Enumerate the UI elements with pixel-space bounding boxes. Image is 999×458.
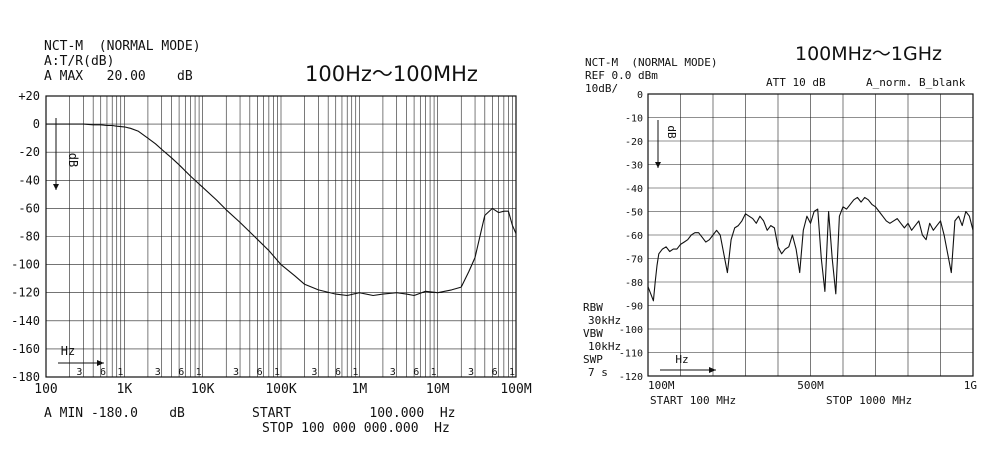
left-minor-tick-label: 6 xyxy=(492,367,498,378)
left-x-tick-label: 10K xyxy=(191,382,215,397)
left-y-tick-label: -180 xyxy=(11,370,40,384)
right-plot-frame xyxy=(647,93,974,377)
right-y-tick-label: -120 xyxy=(619,372,643,383)
left-minor-tick-label: 1 xyxy=(431,367,437,378)
right-range-label: 100MHz～1GHz xyxy=(795,43,942,65)
left-series-trace xyxy=(46,123,517,297)
left-header-line-3: A MAX 20.00 dB xyxy=(44,69,193,84)
left-footer-start: START 100.000 Hz xyxy=(252,406,456,421)
left-y-tick-label: -160 xyxy=(11,342,40,356)
left-minor-tick-label: 6 xyxy=(178,367,184,378)
left-y-tick-label: +20 xyxy=(18,89,40,103)
left-y-tick-label: -120 xyxy=(11,286,40,300)
right-x-tick-label: 100M xyxy=(648,379,675,392)
right-y-tick-label: -50 xyxy=(625,208,643,219)
right-y-tick-label: -90 xyxy=(625,302,643,313)
right-att-label: ATT 10 dB xyxy=(766,76,826,89)
left-footer-stop: STOP 100 000 000.000 Hz xyxy=(262,421,450,436)
right-y-tick-label: -40 xyxy=(625,184,643,195)
left-minor-tick-label: 6 xyxy=(413,367,419,378)
right-y-tick-label: -80 xyxy=(625,278,643,289)
left-minor-tick-label: 6 xyxy=(257,367,263,378)
right-x-axis-label: Hz xyxy=(675,353,688,366)
left-x-tick-label: 100 xyxy=(34,382,57,397)
left-header-line-2: A:T/R(dB) xyxy=(44,54,115,69)
right-series-trace xyxy=(647,196,974,302)
right-y-tick-label: -60 xyxy=(625,231,643,242)
right-y-axis-arrow xyxy=(655,120,661,168)
left-minor-tick-label: 3 xyxy=(468,367,474,378)
left-x-tick-label: 100M xyxy=(500,382,531,397)
right-rbw-value: 30kHz xyxy=(588,314,622,327)
left-y-tick-label: -60 xyxy=(18,201,40,215)
left-x-tick-label: 1K xyxy=(117,382,133,397)
right-header-line-1: NCT-M (NORMAL MODE) xyxy=(585,56,718,69)
left-minor-tick-label: 1 xyxy=(196,367,202,378)
right-y-tick-label: -100 xyxy=(619,325,643,336)
right-y-tick-label: -10 xyxy=(625,114,643,125)
right-y-axis-label: dB xyxy=(665,125,678,139)
left-y-tick-label: -140 xyxy=(11,314,40,328)
left-minor-tick-label: 1 xyxy=(117,367,123,378)
left-y-axis-arrow xyxy=(53,118,59,190)
right-y-tick-label: -20 xyxy=(625,137,643,148)
left-minor-tick-label: 3 xyxy=(155,367,161,378)
right-x-axis-arrow xyxy=(660,367,716,373)
right-vbw-label: VBW xyxy=(583,327,603,340)
left-minor-tick-label: 3 xyxy=(390,367,396,378)
right-x-tick-label: 1G xyxy=(964,379,977,392)
left-minor-tick-label: 1 xyxy=(352,367,358,378)
left-y-tick-label: 0 xyxy=(33,117,40,131)
right-y-tick-label: -30 xyxy=(625,161,643,172)
left-minor-tick-label: 6 xyxy=(335,367,341,378)
left-y-axis-label: dB xyxy=(66,153,80,167)
right-vbw-value: 10kHz xyxy=(588,340,622,353)
left-minor-tick-label: 1 xyxy=(509,367,515,378)
left-minor-tick-label: 1 xyxy=(274,367,280,378)
right-header-line-2: REF 0.0 dBm xyxy=(585,69,658,82)
left-y-tick-label: -100 xyxy=(11,258,40,272)
right-swp-label: SWP xyxy=(583,353,603,366)
left-y-tick-label: -40 xyxy=(18,173,40,187)
left-x-tick-label: 1M xyxy=(352,382,368,397)
left-y-tick-label: -80 xyxy=(18,230,40,244)
left-header-line-1: NCT-M (NORMAL MODE) xyxy=(44,39,201,54)
left-minor-tick-label: 3 xyxy=(76,367,82,378)
right-x-tick-label: 500M xyxy=(797,379,824,392)
right-header-line-3: 10dB/ xyxy=(585,82,619,95)
left-x-tick-label: 100K xyxy=(265,382,296,397)
left-footer-min: A MIN -180.0 dB xyxy=(44,406,185,421)
right-y-tick-label: 0 xyxy=(637,90,643,101)
left-minor-tick-label: 3 xyxy=(311,367,317,378)
right-swp-value: 7 s xyxy=(588,366,608,379)
left-x-axis-label: Hz xyxy=(61,344,75,358)
left-plot-frame xyxy=(45,95,517,378)
right-y-tick-label: -70 xyxy=(625,255,643,266)
right-y-tick-label: -110 xyxy=(619,349,643,360)
left-minor-tick-label: 6 xyxy=(100,367,106,378)
left-minor-tick-label: 3 xyxy=(233,367,239,378)
right-footer-stop: STOP 1000 MHz xyxy=(826,394,913,407)
right-footer-start: START 100 MHz xyxy=(650,394,737,407)
right-rbw-label: RBW xyxy=(583,301,603,314)
left-x-axis-arrow xyxy=(58,360,104,366)
right-trace-label: A_norm. B_blank xyxy=(866,76,966,89)
left-range-label: 100Hz～100MHz xyxy=(305,62,478,86)
left-x-tick-label: 10M xyxy=(426,382,450,397)
left-y-tick-label: -20 xyxy=(18,145,40,159)
